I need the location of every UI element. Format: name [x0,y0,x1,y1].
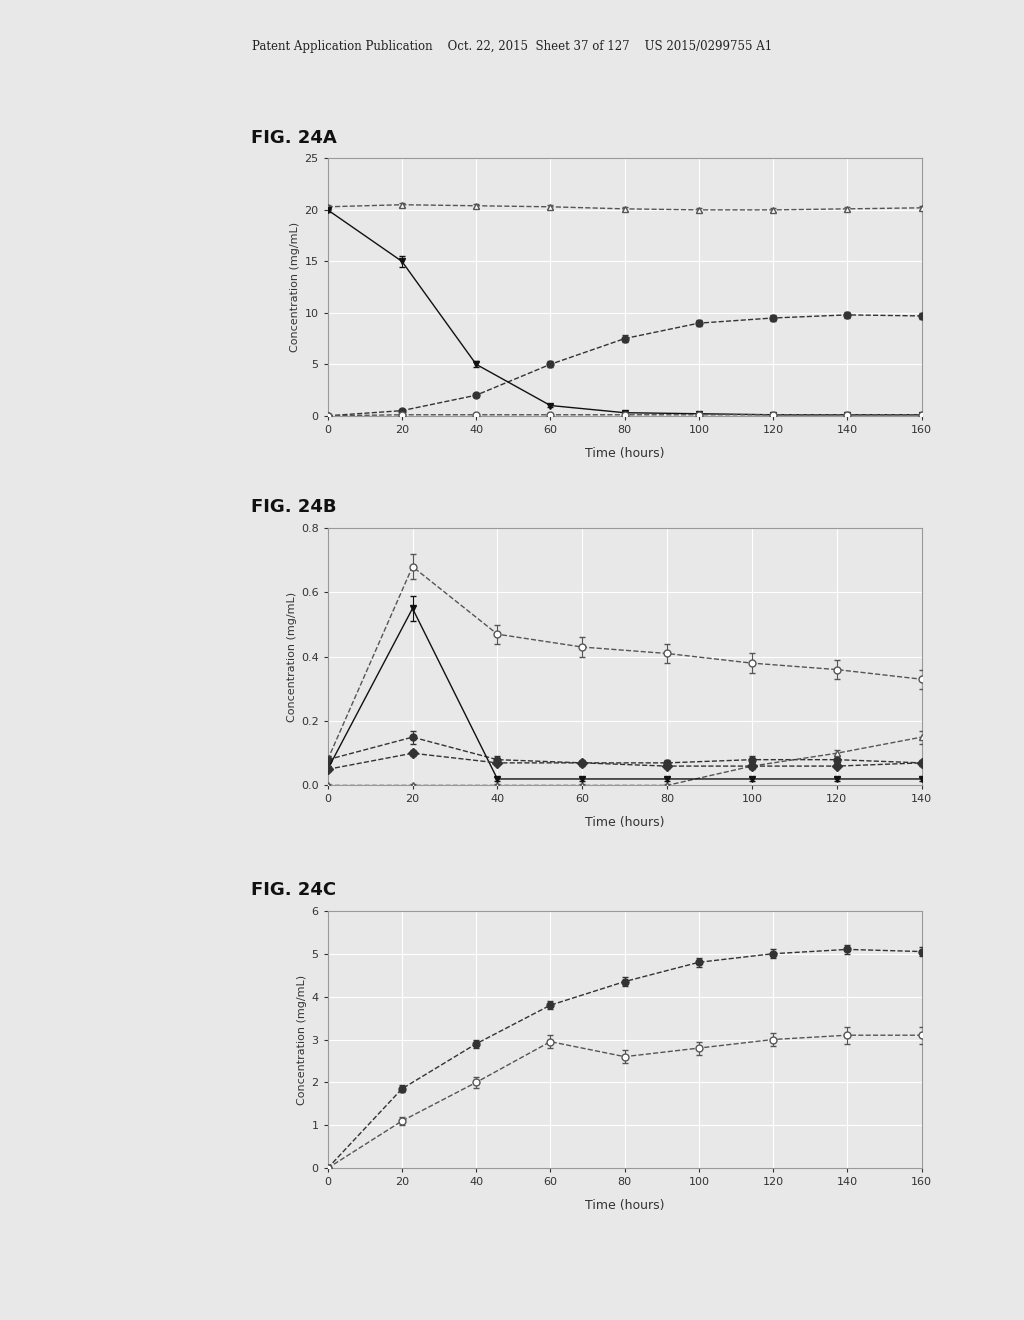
Text: FIG. 24A: FIG. 24A [251,128,337,147]
Text: FIG. 24C: FIG. 24C [251,880,336,899]
X-axis label: Time (hours): Time (hours) [585,816,665,829]
Text: Patent Application Publication    Oct. 22, 2015  Sheet 37 of 127    US 2015/0299: Patent Application Publication Oct. 22, … [252,40,772,53]
Y-axis label: Concentration (mg/mL): Concentration (mg/mL) [287,591,297,722]
Text: FIG. 24B: FIG. 24B [251,498,336,516]
X-axis label: Time (hours): Time (hours) [585,1199,665,1212]
X-axis label: Time (hours): Time (hours) [585,446,665,459]
Y-axis label: Concentration (mg/mL): Concentration (mg/mL) [297,974,307,1105]
Y-axis label: Concentration (mg/mL): Concentration (mg/mL) [291,222,300,352]
